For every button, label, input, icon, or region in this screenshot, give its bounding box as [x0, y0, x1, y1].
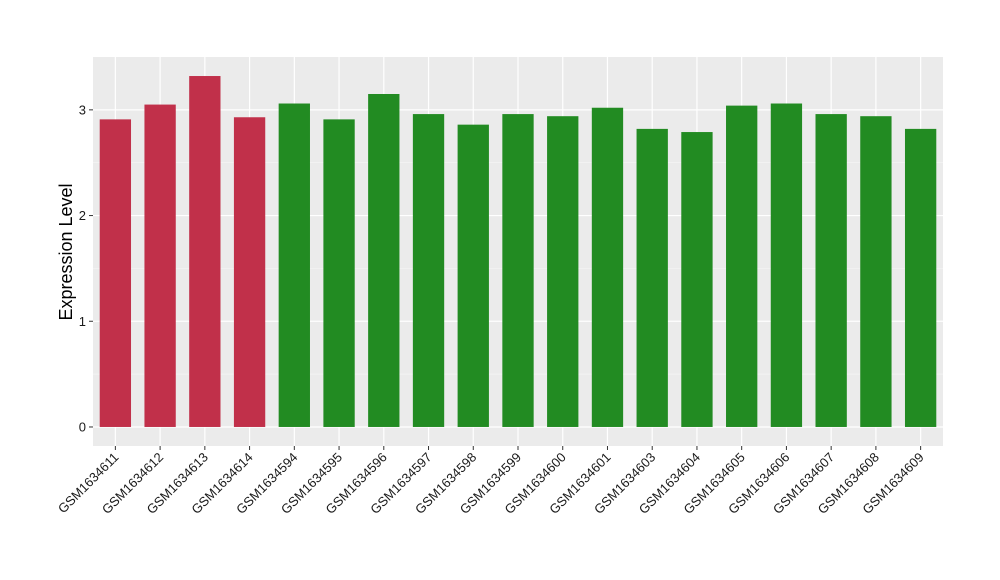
bar-GSM1634598	[457, 124, 489, 427]
bar-GSM1634611	[99, 119, 132, 427]
bar-GSM1634601	[591, 107, 624, 427]
bar-GSM1634599	[502, 114, 534, 427]
bar-GSM1634594	[278, 103, 310, 427]
y-tick-label: 1	[79, 314, 86, 329]
bar-GSM1634600	[547, 116, 579, 427]
x-axis: GSM1634611GSM1634612GSM1634613GSM1634614…	[55, 446, 927, 517]
y-axis-title: Expression Level	[56, 183, 76, 320]
bar-GSM1634606	[770, 103, 803, 427]
bar-GSM1634603	[636, 128, 668, 427]
y-tick-label: 2	[79, 208, 86, 223]
bar-GSM1634607	[815, 114, 847, 427]
bar-GSM1634597	[412, 114, 445, 427]
bar-GSM1634605	[726, 105, 758, 427]
bar-GSM1634613	[189, 76, 221, 427]
bar-GSM1634609	[904, 128, 937, 427]
y-axis: 0 1 2 3	[79, 102, 93, 434]
bars	[99, 76, 937, 427]
bar-GSM1634595	[323, 119, 355, 427]
y-tick-label: 3	[79, 102, 86, 117]
bar-GSM1634604	[681, 132, 713, 427]
bar-GSM1634614	[233, 117, 266, 427]
bar-GSM1634596	[368, 93, 400, 427]
y-tick-label: 0	[79, 419, 86, 434]
bar-GSM1634612	[144, 104, 176, 427]
bar-GSM1634608	[860, 116, 892, 427]
